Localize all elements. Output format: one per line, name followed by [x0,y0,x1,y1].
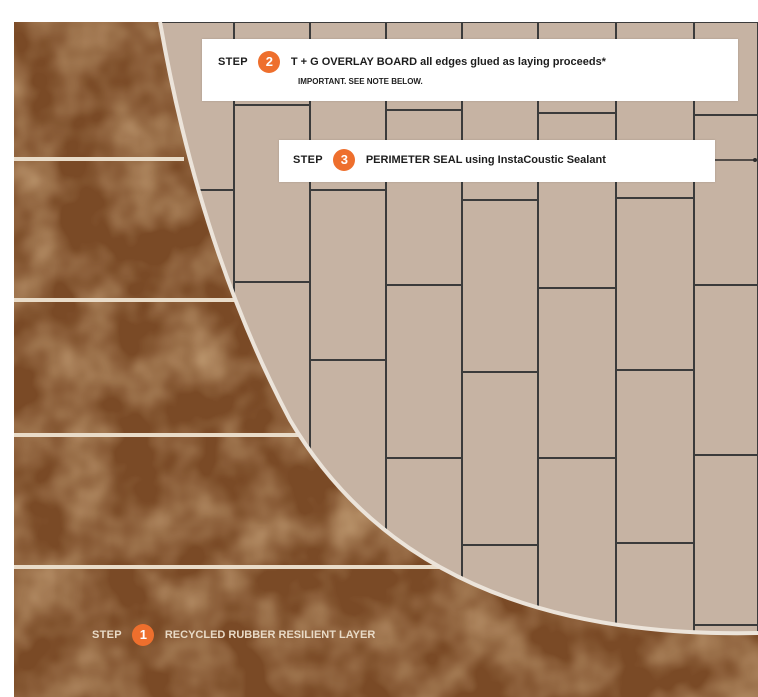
step-3-word: STEP [293,154,323,166]
rubber-seam [14,157,184,161]
step-1-description: RECYCLED RUBBER RESILIENT LAYER [164,629,376,641]
step-2-label: STEP 2 T + G OVERLAY BOARD all edges glu… [202,39,738,101]
step-3-number-badge: 3 [333,149,356,171]
rubber-seam [14,433,334,437]
step-3-label: STEP 3 PERIMETER SEAL using InstaCoustic… [279,140,715,182]
step-3-description: PERIMETER SEAL using InstaCoustic Sealan… [365,154,606,166]
step-1-word: STEP [92,629,122,641]
perimeter-seal-marker [753,158,757,162]
rubber-seam [14,298,244,302]
step-1-label: STEP 1 RECYCLED RUBBER RESILIENT LAYER [92,624,375,646]
step-2-note: IMPORTANT. SEE NOTE BELOW. [298,77,423,86]
step-2-description: T + G OVERLAY BOARD all edges glued as l… [290,56,606,68]
rubber-seam [14,565,494,569]
step-1-number-badge: 1 [132,624,155,646]
board-curved-edge [158,21,758,636]
step-2-word: STEP [218,56,248,68]
step-2-number-badge: 2 [258,51,281,73]
